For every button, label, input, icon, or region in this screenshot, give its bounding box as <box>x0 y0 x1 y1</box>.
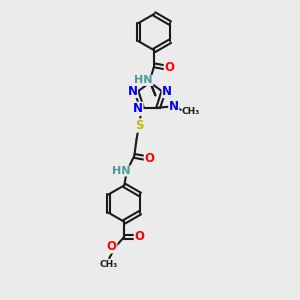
Text: HN: HN <box>134 75 153 85</box>
Text: CH₃: CH₃ <box>182 107 200 116</box>
Text: N: N <box>133 102 143 115</box>
Text: HN: HN <box>112 166 130 176</box>
Text: O: O <box>144 152 154 165</box>
Text: S: S <box>135 119 144 132</box>
Text: CH₃: CH₃ <box>99 260 117 269</box>
Text: O: O <box>164 61 174 74</box>
Text: O: O <box>134 230 144 243</box>
Text: N: N <box>162 85 172 98</box>
Text: O: O <box>107 240 117 253</box>
Text: N: N <box>169 100 179 113</box>
Text: N: N <box>128 85 137 98</box>
